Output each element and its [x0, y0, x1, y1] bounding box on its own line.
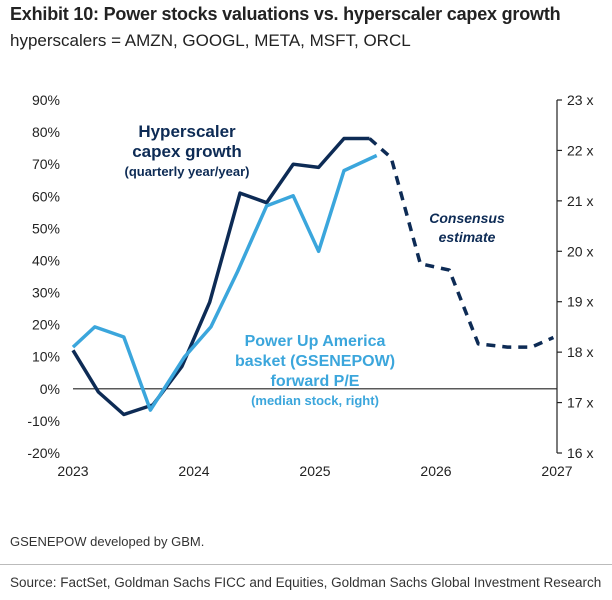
- left-y-tick-label: 20%: [32, 317, 60, 333]
- x-tick-label: 2026: [420, 463, 451, 479]
- right-y-tick-label: 20 x: [567, 243, 593, 259]
- basket-annotation-line-4: (median stock, right): [251, 393, 379, 408]
- basket-annotation-line-2: basket (GSENEPOW): [235, 353, 395, 370]
- left-y-tick-label: 40%: [32, 252, 60, 268]
- basket-annotation-line-3: forward P/E: [271, 373, 360, 390]
- basket-pe-line: [71, 153, 378, 412]
- capex-growth-line: [71, 136, 370, 417]
- left-y-tick-label: 70%: [32, 156, 60, 172]
- right-y-tick-label: 18 x: [567, 344, 593, 360]
- x-tick-label: 2023: [57, 463, 88, 479]
- left-y-tick-label: 90%: [32, 92, 60, 108]
- capex-annotation-line-1: Hyperscaler: [138, 122, 236, 141]
- chart-subtitle: hyperscalers = AMZN, GOOGL, META, MSFT, …: [10, 31, 411, 50]
- x-tick-label: 2027: [541, 463, 572, 479]
- chart-title: Exhibit 10: Power stocks valuations vs. …: [10, 4, 561, 24]
- right-y-tick-label: 19 x: [567, 294, 593, 310]
- right-y-tick-label: 21 x: [567, 193, 593, 209]
- right-y-tick-label: 22 x: [567, 142, 593, 158]
- x-tick-label: 2025: [299, 463, 330, 479]
- right-y-tick-label: 17 x: [567, 395, 593, 411]
- right-y-tick-label: 23 x: [567, 92, 593, 108]
- footnote: GSENEPOW developed by GBM.: [10, 534, 205, 549]
- left-y-tick-label: 50%: [32, 220, 60, 236]
- left-y-tick-label: 30%: [32, 285, 60, 301]
- basket-annotation-line-1: Power Up America: [245, 333, 386, 350]
- left-y-tick-label: 0%: [40, 381, 60, 397]
- x-tick-label: 2024: [178, 463, 209, 479]
- divider: [0, 564, 612, 565]
- left-y-tick-label: 10%: [32, 349, 60, 365]
- capex-consensus-line: [368, 137, 555, 349]
- left-y-tick-label: 80%: [32, 124, 60, 140]
- capex-annotation-line-3: (quarterly year/year): [124, 164, 249, 179]
- consensus-annotation-line-2: estimate: [439, 229, 496, 245]
- left-y-tick-label: -10%: [27, 413, 60, 429]
- consensus-annotation-line-1: Consensus: [429, 210, 505, 226]
- left-y-tick-label: -20%: [27, 445, 60, 461]
- capex-annotation-line-2: capex growth: [132, 142, 242, 161]
- source-note: Source: FactSet, Goldman Sachs FICC and …: [10, 575, 602, 590]
- right-y-tick-label: 16 x: [567, 445, 593, 461]
- left-y-tick-label: 60%: [32, 188, 60, 204]
